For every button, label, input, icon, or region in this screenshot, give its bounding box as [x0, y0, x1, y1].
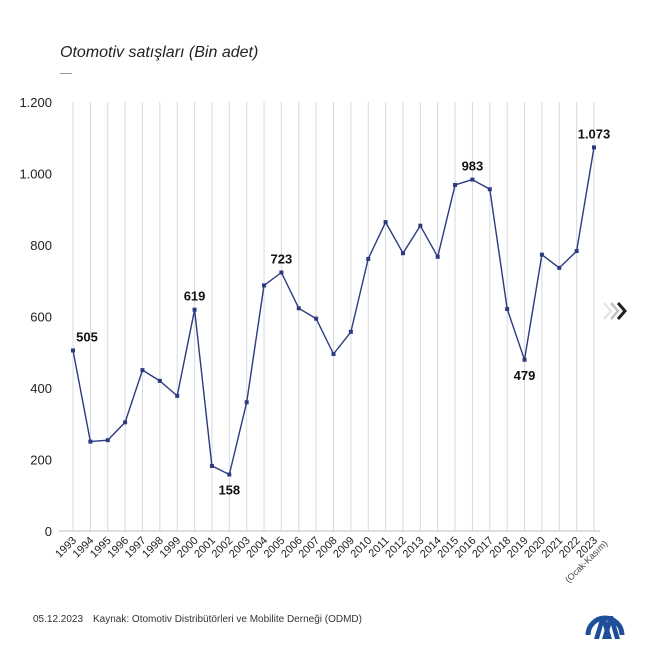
- data-point: [383, 220, 388, 225]
- data-point: [105, 438, 110, 443]
- y-tick-label: 1.000: [19, 167, 52, 182]
- data-label: 505: [76, 329, 98, 344]
- data-label: 1.073: [578, 126, 611, 141]
- footer-date: 05.12.2023: [33, 614, 84, 625]
- data-point: [227, 472, 232, 477]
- y-tick-label: 200: [30, 453, 52, 468]
- footer-source: Kaynak: Otomotiv Distribütörleri ve Mobi…: [93, 614, 362, 625]
- data-label: 983: [462, 159, 484, 174]
- data-label: 479: [514, 368, 536, 383]
- data-point: [157, 378, 162, 383]
- data-point: [175, 393, 180, 398]
- data-label: 158: [218, 483, 240, 498]
- data-point: [262, 283, 267, 288]
- data-point: [539, 252, 544, 257]
- data-point: [140, 368, 145, 373]
- data-point: [314, 316, 319, 321]
- data-point: [470, 177, 475, 182]
- data-point: [296, 306, 301, 311]
- y-tick-label: 0: [45, 524, 52, 539]
- y-tick-label: 800: [30, 238, 52, 253]
- aa-logo-icon: [585, 601, 625, 641]
- data-point: [487, 187, 492, 192]
- data-point: [209, 463, 214, 468]
- data-point: [88, 439, 93, 444]
- data-point: [505, 306, 510, 311]
- title-rule: [60, 73, 72, 74]
- data-point: [244, 400, 249, 405]
- data-point: [522, 357, 527, 362]
- y-tick-label: 400: [30, 381, 52, 396]
- data-point: [192, 307, 197, 312]
- data-point: [331, 352, 336, 357]
- data-point: [592, 145, 596, 150]
- data-point: [557, 265, 562, 270]
- data-point: [123, 420, 128, 425]
- data-point: [418, 223, 423, 228]
- data-label: 723: [271, 252, 293, 267]
- chart-title: Otomotiv satışları (Bin adet): [60, 44, 259, 61]
- y-tick-label: 1.200: [19, 95, 52, 110]
- next-chevron-icon[interactable]: [600, 300, 634, 322]
- data-label: 619: [184, 289, 206, 304]
- data-point: [574, 249, 579, 254]
- data-point: [435, 254, 440, 259]
- data-point: [71, 348, 75, 353]
- data-point: [366, 256, 371, 261]
- data-point: [453, 182, 458, 187]
- data-point: [279, 270, 284, 275]
- data-point: [400, 251, 405, 256]
- y-tick-label: 600: [30, 310, 52, 325]
- data-point: [348, 329, 353, 334]
